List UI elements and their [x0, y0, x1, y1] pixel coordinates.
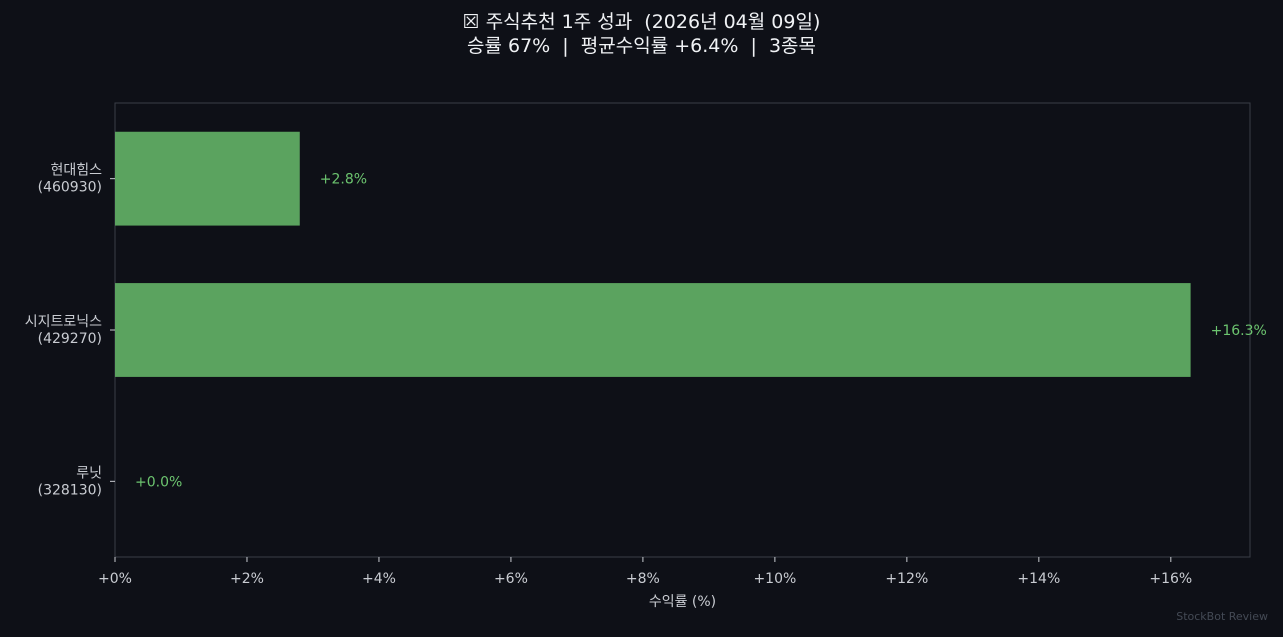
- x-tick-label: +0%: [98, 571, 132, 587]
- y-tick-label: 루닛 (328130): [38, 465, 102, 498]
- chart-title: ☒ 주식추천 1주 성과 (2026년 04월 09일): [462, 11, 821, 33]
- y-tick-label: 현대힘스 (460930): [38, 163, 102, 196]
- x-tick-label: +4%: [362, 571, 396, 587]
- watermark-text: StockBot Review: [1176, 610, 1268, 623]
- chart-title-block: ☒ 주식추천 1주 성과 (2026년 04월 09일) 승률 67% | 평균…: [0, 10, 1283, 58]
- x-axis-label: 수익률 (%): [649, 594, 716, 610]
- x-tick-label: +14%: [1017, 571, 1060, 587]
- bar-value-label: +16.3%: [1211, 323, 1267, 339]
- y-tick-label: 시지트로닉스 (429270): [25, 314, 102, 347]
- x-tick-label: +10%: [753, 571, 796, 587]
- chart-subtitle: 승률 67% | 평균수익률 +6.4% | 3종목: [466, 35, 817, 57]
- x-tick-label: +12%: [885, 571, 928, 587]
- bar-value-label: +0.0%: [135, 474, 182, 490]
- x-tick-label: +8%: [626, 571, 660, 587]
- x-tick-label: +2%: [230, 571, 264, 587]
- bar: [115, 131, 300, 226]
- bar: [115, 283, 1191, 377]
- bar-value-label: +2.8%: [320, 172, 367, 188]
- x-tick-label: +16%: [1149, 571, 1192, 587]
- x-tick-label: +6%: [494, 571, 528, 587]
